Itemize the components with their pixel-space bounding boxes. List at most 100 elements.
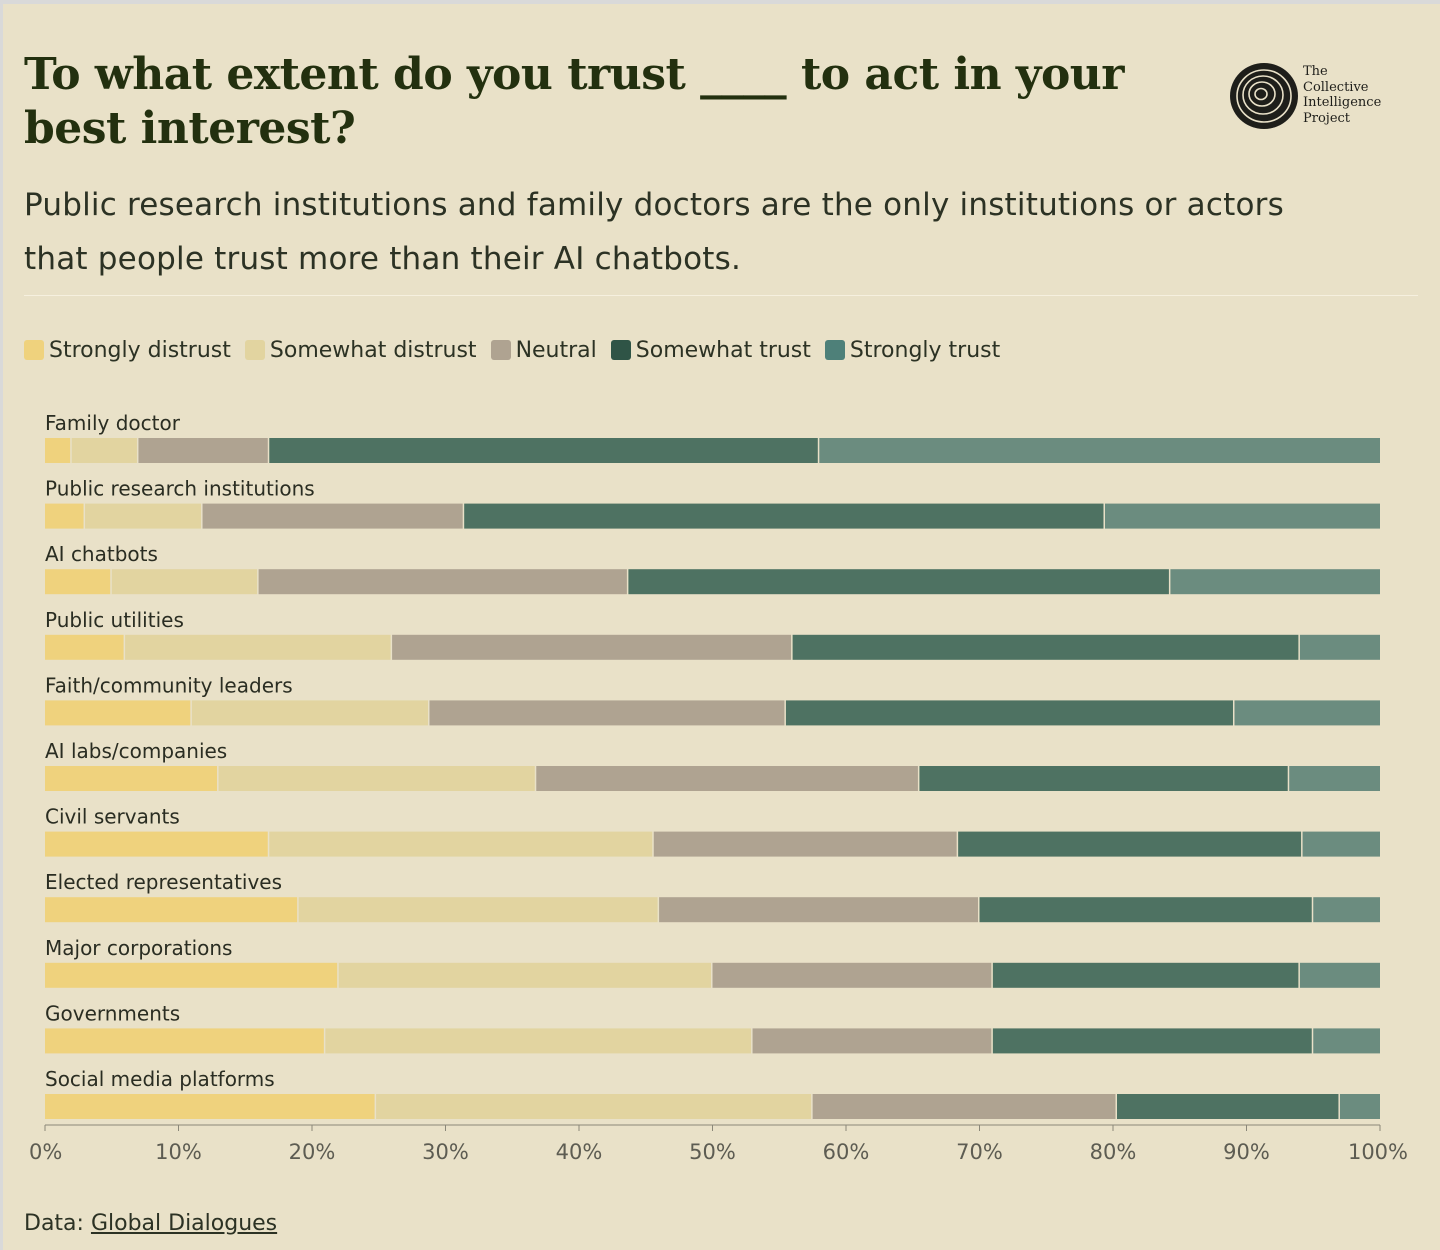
- bar-segment: [71, 438, 137, 463]
- bar-segment: [45, 569, 111, 595]
- legend-swatch: [24, 340, 44, 360]
- category-label: Public utilities: [45, 608, 184, 632]
- legend-item: Somewhat trust: [610, 337, 811, 363]
- bar-segment: [125, 634, 391, 660]
- bar-segment: [659, 897, 978, 923]
- bar-segment: [111, 569, 258, 595]
- logo-line: The: [1303, 64, 1328, 79]
- logo-line: Collective: [1303, 79, 1369, 95]
- bar-segment: [45, 438, 71, 463]
- bar-segment: [45, 897, 298, 923]
- bar-segment: [218, 766, 535, 791]
- bar-segment: [1234, 700, 1380, 726]
- category-label: Social media platforms: [45, 1067, 275, 1091]
- bar-segment: [812, 1094, 1116, 1119]
- bar-segment: [792, 634, 1299, 660]
- chart-subtitle: Public research institutions and family …: [24, 187, 1284, 277]
- x-tick-label: 50%: [689, 1140, 736, 1164]
- chart-title: To what extent do you trust ____ to act …: [24, 49, 1124, 154]
- legend-label: Strongly trust: [849, 337, 1001, 363]
- bar-segment: [1339, 1094, 1380, 1119]
- bar-segment: [85, 503, 202, 529]
- bar-segment: [464, 503, 1104, 529]
- bar-segment: [919, 766, 1288, 791]
- bar-segment: [258, 569, 627, 595]
- category-label: Civil servants: [45, 805, 180, 829]
- category-label: AI labs/companies: [45, 739, 227, 763]
- bar-segment: [1313, 1028, 1380, 1054]
- legend-label: Somewhat distrust: [269, 337, 477, 363]
- legend-item: Strongly distrust: [24, 338, 231, 363]
- bar-segment: [45, 766, 218, 791]
- bar-segment: [429, 700, 785, 726]
- source-link[interactable]: Global Dialogues: [90, 1211, 278, 1236]
- logo-wordmark: The Collective Intelligence Project: [1303, 64, 1381, 126]
- bar-segment: [992, 962, 1299, 988]
- source-prefix: Data:: [24, 1211, 84, 1236]
- bar-segment: [45, 1028, 324, 1054]
- category-label: Elected representatives: [45, 870, 282, 894]
- bar-segment: [45, 1094, 375, 1119]
- bar-segment: [785, 700, 1233, 726]
- bar-segment: [653, 831, 957, 857]
- bar-segment: [819, 438, 1380, 463]
- bar-segment: [628, 569, 1169, 595]
- bar-segment: [45, 700, 191, 726]
- legend-item: Neutral: [490, 338, 597, 363]
- concentric-rings-icon: [1230, 63, 1298, 129]
- bar-segment: [1299, 634, 1380, 660]
- legend-label: Somewhat trust: [635, 337, 811, 363]
- bar-segment: [138, 438, 268, 463]
- category-label: Governments: [45, 1001, 180, 1025]
- bar-segment: [298, 897, 658, 923]
- bar-segment: [992, 1028, 1312, 1054]
- bar-segment: [1104, 503, 1380, 529]
- stacked-bar-chart: Family doctor Public research institution…: [29, 411, 1408, 1164]
- bar-segment: [392, 634, 792, 660]
- category-label: Public research institutions: [45, 477, 315, 501]
- bar-segment: [269, 831, 653, 857]
- bar-segment: [45, 962, 338, 988]
- legend-swatch: [610, 340, 631, 360]
- legend-label: Strongly distrust: [49, 337, 231, 363]
- bar-segment: [338, 962, 711, 988]
- header-divider: [24, 295, 1418, 296]
- category-label: Faith/community leaders: [45, 673, 293, 697]
- bar-segment: [269, 438, 818, 463]
- x-tick-label: 10%: [155, 1140, 202, 1164]
- bar-segment: [979, 897, 1312, 923]
- bar-segment: [1117, 1094, 1339, 1119]
- data-source: Data: Global Dialogues: [24, 1211, 277, 1236]
- x-tick-label: 30%: [422, 1140, 469, 1164]
- bar-segment: [712, 962, 992, 988]
- bar-segment: [1302, 831, 1380, 857]
- x-tick-label: 80%: [1090, 1140, 1137, 1164]
- category-label: Family doctor: [45, 411, 181, 435]
- bar-segment: [1313, 897, 1380, 923]
- bar-segment: [1289, 766, 1380, 791]
- cip-logo: The Collective Intelligence Project: [1227, 60, 1427, 132]
- bar-segment: [1299, 962, 1380, 988]
- bar-segment: [958, 831, 1302, 857]
- category-label: Major corporations: [45, 936, 232, 960]
- bar-segment: [45, 831, 268, 857]
- legend-swatch: [244, 340, 265, 360]
- legend-swatch: [490, 340, 511, 360]
- x-tick-label: 40%: [556, 1140, 603, 1164]
- bar-segment: [536, 766, 918, 791]
- bar-segment: [1170, 569, 1380, 595]
- chart-legend: Strongly distrust Somewhat distrust Neutra…: [24, 334, 1014, 366]
- bar-segment: [752, 1028, 992, 1054]
- legend-item: Strongly trust: [824, 337, 1001, 363]
- bar-segment: [325, 1028, 752, 1054]
- legend-item: Somewhat distrust: [244, 337, 477, 363]
- x-tick-label: 70%: [956, 1140, 1003, 1164]
- bar-segment: [45, 503, 84, 529]
- legend-swatch: [824, 340, 845, 360]
- x-tick-label: 90%: [1223, 1140, 1270, 1164]
- x-tick-label: 20%: [289, 1140, 336, 1164]
- category-label: AI chatbots: [45, 542, 158, 566]
- bar-segment: [191, 700, 428, 726]
- x-tick-label: 60%: [823, 1140, 870, 1164]
